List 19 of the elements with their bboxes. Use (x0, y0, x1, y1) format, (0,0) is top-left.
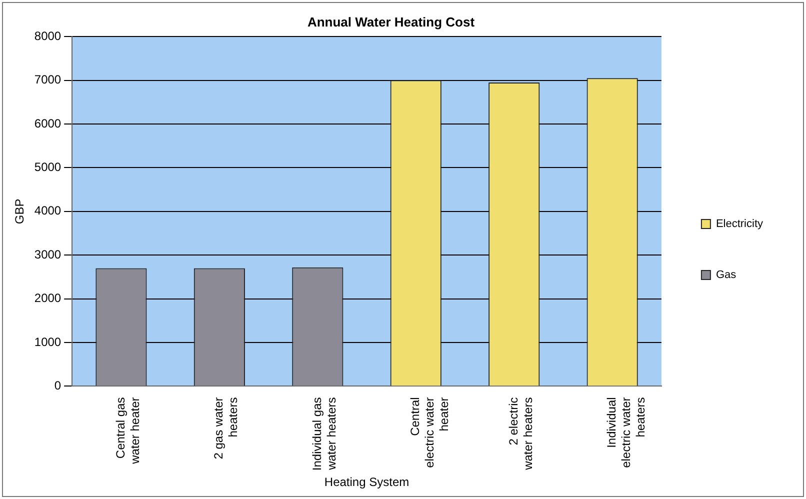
x-tick-label: Central electric water heater (408, 397, 451, 468)
y-tick-label: 7000 (34, 72, 62, 87)
y-tick-label: 3000 (34, 247, 62, 262)
x-tick-label: Individual electric water heaters (604, 397, 648, 468)
y-tick-label: 2000 (34, 291, 62, 306)
chart-title: Annual Water Heating Cost (307, 14, 476, 30)
y-axis-title: GBP (12, 198, 27, 224)
x-tick-label: 2 gas water heaters (212, 397, 240, 460)
y-tick-label: 1000 (34, 334, 62, 349)
x-tick-label: Individual gas water heaters (310, 397, 338, 471)
x-tick-label: Central gas water heater (114, 397, 142, 465)
y-tick-label: 8000 (34, 28, 62, 43)
legend-label: Electricity (716, 218, 764, 230)
y-tick-label: 4000 (34, 204, 62, 218)
legend-label: Gas (716, 269, 737, 282)
y-tick-label: 0 (54, 378, 62, 393)
y-tick-label: 5000 (34, 160, 62, 174)
x-axis-title: Heating System (324, 475, 410, 490)
y-tick-label: 6000 (34, 116, 62, 130)
